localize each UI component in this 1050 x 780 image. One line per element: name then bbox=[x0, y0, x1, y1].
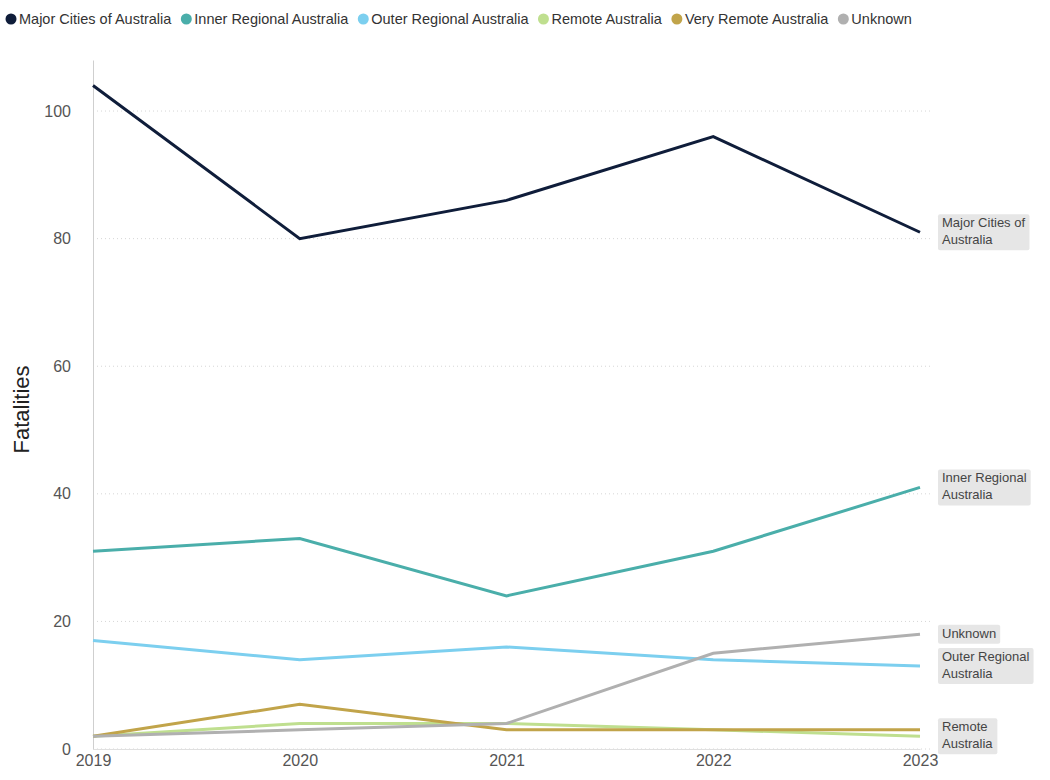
end-label-text: Outer Regional Australia bbox=[942, 649, 1030, 681]
legend-swatch bbox=[838, 14, 849, 25]
grid-line bbox=[93, 366, 930, 367]
grid-line bbox=[93, 493, 930, 494]
legend-item: Unknown bbox=[838, 11, 912, 27]
chart: 0 20 40 60 80 100 2019 2020 2021 2022 2023 Fataliti… bbox=[0, 0, 1050, 780]
grid-line bbox=[93, 749, 930, 750]
legend-label: Outer Regional Australia bbox=[371, 11, 529, 27]
end-label-line: Australia bbox=[942, 666, 993, 681]
y-tick-label: 0 bbox=[62, 741, 71, 758]
end-label-text: Unknown bbox=[942, 626, 996, 641]
end-label-box bbox=[938, 648, 1034, 684]
legend-item: Outer Regional Australia bbox=[358, 11, 530, 27]
x-tick: 2020 bbox=[282, 749, 318, 769]
end-label-line: Remote bbox=[942, 719, 988, 734]
legend-label: Inner Regional Australia bbox=[194, 11, 349, 27]
x-axis-line bbox=[94, 749, 921, 750]
y-tick-label: 80 bbox=[53, 230, 71, 247]
end-label: Major Cities of Australia bbox=[938, 214, 1029, 250]
x-axis: 2019 2020 2021 2022 2023 bbox=[76, 749, 939, 769]
grid-line bbox=[93, 238, 930, 239]
x-tick-label: 2023 bbox=[903, 752, 939, 769]
x-tick: 2019 bbox=[76, 749, 112, 769]
y-tick: 20 bbox=[53, 613, 93, 630]
y-tick-label: 20 bbox=[53, 613, 71, 630]
x-tick-label: 2021 bbox=[489, 752, 525, 769]
y-tick-label: 40 bbox=[53, 485, 71, 502]
x-tick: 2021 bbox=[489, 749, 525, 769]
legend-label: Remote Australia bbox=[551, 11, 662, 27]
x-tick: 2023 bbox=[903, 749, 939, 769]
end-label-box bbox=[938, 469, 1031, 505]
x-tick-label: 2022 bbox=[696, 752, 732, 769]
end-label-line: Outer Regional bbox=[942, 649, 1030, 664]
x-tick-label: 2020 bbox=[282, 752, 318, 769]
y-axis-title: Fatalities bbox=[9, 365, 34, 453]
end-label-line: Major Cities of bbox=[942, 215, 1025, 230]
y-tick-label: 100 bbox=[44, 103, 71, 120]
end-label-text: Remote Australia bbox=[942, 719, 993, 751]
legend-label: Major Cities of Australia bbox=[19, 11, 172, 27]
legend-swatch bbox=[671, 14, 682, 25]
plot-area bbox=[93, 86, 920, 737]
grid bbox=[93, 111, 930, 749]
series-line bbox=[93, 487, 920, 595]
x-tick-label: 2019 bbox=[76, 752, 112, 769]
y-tick: 60 bbox=[53, 358, 93, 375]
end-label-line: Unknown bbox=[942, 626, 996, 641]
end-label: Inner Regional Australia bbox=[938, 469, 1031, 505]
end-label-line: Inner Regional bbox=[942, 470, 1027, 485]
end-label: Unknown bbox=[938, 625, 1000, 644]
end-label-text: Major Cities of Australia bbox=[942, 215, 1025, 247]
y-axis-line bbox=[93, 61, 94, 750]
grid-line bbox=[93, 111, 930, 112]
end-label-box bbox=[938, 625, 1000, 644]
x-tick: 2022 bbox=[696, 749, 732, 769]
legend-item: Inner Regional Australia bbox=[181, 11, 349, 27]
legend-swatch bbox=[358, 14, 369, 25]
end-label-box bbox=[938, 718, 997, 754]
y-tick-label: 60 bbox=[53, 358, 71, 375]
y-tick: 80 bbox=[53, 230, 93, 247]
legend-swatch bbox=[6, 14, 17, 25]
legend-swatch bbox=[538, 14, 549, 25]
legend-item: Major Cities of Australia bbox=[6, 11, 173, 27]
series-line bbox=[93, 86, 920, 239]
legend-item: Very Remote Australia bbox=[671, 11, 829, 27]
end-label-text: Inner Regional Australia bbox=[942, 470, 1027, 502]
series-line bbox=[93, 634, 920, 736]
end-label-line: Australia bbox=[942, 232, 993, 247]
y-axis: 0 20 40 60 80 100 bbox=[44, 61, 93, 758]
legend-swatch bbox=[181, 14, 192, 25]
legend: Major Cities of Australia Inner Regional … bbox=[6, 11, 912, 27]
y-tick: 40 bbox=[53, 485, 93, 502]
legend-label: Very Remote Australia bbox=[685, 11, 829, 27]
legend-item: Remote Australia bbox=[538, 11, 663, 27]
y-tick: 100 bbox=[44, 103, 93, 120]
grid-line bbox=[93, 621, 930, 622]
end-labels: Major Cities of Australia Inner Regional Au… bbox=[938, 214, 1034, 754]
legend-label: Unknown bbox=[851, 11, 911, 27]
end-label-line: Australia bbox=[942, 736, 993, 751]
end-label: Remote Australia bbox=[938, 718, 997, 754]
end-label: Outer Regional Australia bbox=[938, 648, 1034, 684]
end-label-box bbox=[938, 214, 1029, 250]
end-label-line: Australia bbox=[942, 487, 993, 502]
